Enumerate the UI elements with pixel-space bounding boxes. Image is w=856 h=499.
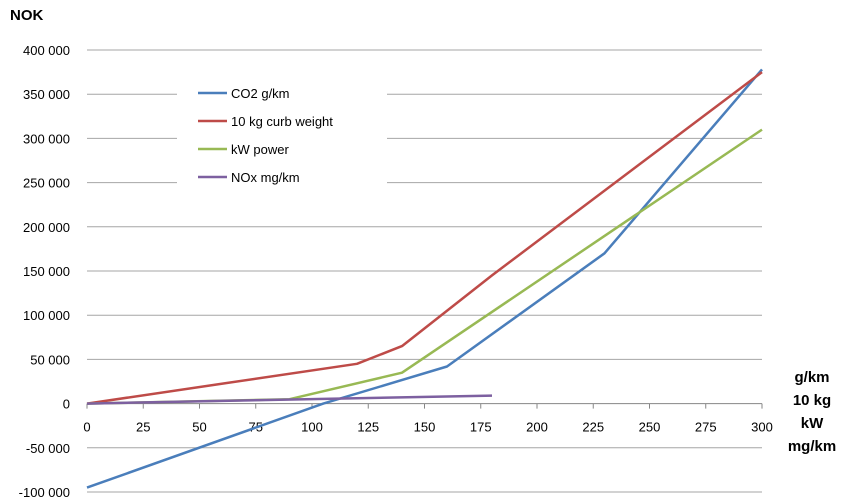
y-tick-label: 200 000 — [23, 220, 70, 235]
y-tick-label: -100 000 — [19, 485, 70, 499]
x-axis — [86, 403, 763, 409]
legend-entry: kW power — [231, 142, 289, 157]
legend-box — [177, 75, 387, 200]
y-tick-label: 250 000 — [23, 176, 70, 191]
y-axis-tick-labels: -100 000 -50 000 0 50 000 100 000 150 000 200 … — [19, 43, 70, 499]
legend-entry: CO2 g/km — [231, 86, 290, 101]
x-tick-label: 125 — [357, 420, 379, 435]
legend-entry: 10 kg curb weight — [231, 114, 333, 129]
x-tick-label: 250 — [639, 420, 661, 435]
x-tick-label: 100 — [301, 420, 323, 435]
x-axis-unit-label: kW — [801, 415, 824, 432]
y-tick-label: 50 000 — [30, 352, 70, 367]
x-axis-tick-labels: 0 25 50 75 100 125 150 175 200 225 250 275 300 — [83, 420, 772, 435]
y-tick-label: 300 000 — [23, 131, 70, 146]
x-tick-label: 150 — [414, 420, 436, 435]
x-tick-label: 50 — [192, 420, 206, 435]
y-tick-label: 350 000 — [23, 87, 70, 102]
y-tick-label: 150 000 — [23, 264, 70, 279]
y-tick-label: -50 000 — [26, 441, 70, 456]
x-tick-label: 275 — [695, 420, 717, 435]
series-lines — [86, 68, 763, 489]
x-axis-unit-label: g/km — [794, 369, 829, 386]
y-tick-label: 400 000 — [23, 43, 70, 58]
x-axis-unit-labels: g/km 10 kg kW mg/km — [788, 369, 836, 455]
x-tick-label: 225 — [582, 420, 604, 435]
x-tick-label: 0 — [83, 420, 90, 435]
series-line — [86, 68, 763, 489]
series-line — [86, 71, 763, 405]
x-tick-label: 300 — [751, 420, 773, 435]
y-axis-unit-label: NOK — [10, 7, 44, 24]
x-axis-unit-label: mg/km — [788, 438, 836, 455]
x-tick-label: 200 — [526, 420, 548, 435]
y-tick-label: 0 — [63, 397, 70, 412]
legend: CO2 g/km 10 kg curb weight kW power NOx mg/… — [177, 75, 387, 200]
legend-entry: NOx mg/km — [231, 170, 300, 185]
x-tick-label: 25 — [136, 420, 150, 435]
x-axis-unit-label: 10 kg — [793, 392, 831, 409]
x-tick-label: 175 — [470, 420, 492, 435]
y-tick-label: 100 000 — [23, 308, 70, 323]
series-line — [86, 394, 493, 405]
